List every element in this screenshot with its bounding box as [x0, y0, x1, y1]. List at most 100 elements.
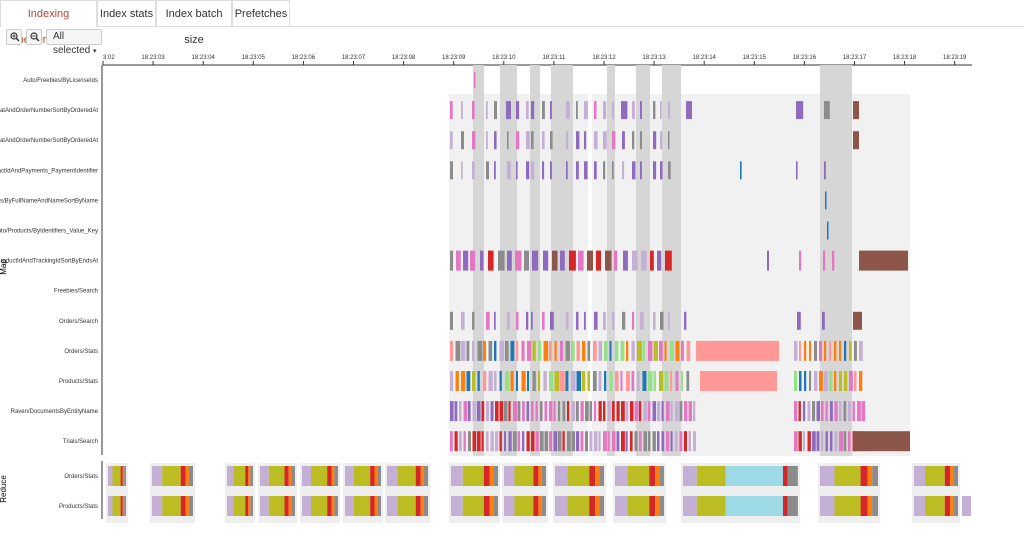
tab-prefetches[interactable]: Prefetches — [232, 0, 290, 26]
lane-11-bar[interactable] — [839, 401, 842, 422]
lane-8-bar[interactable] — [640, 311, 644, 330]
lane-3-bar[interactable] — [740, 161, 742, 180]
lane-9-bar[interactable] — [829, 340, 832, 361]
reduce-lane-0-bar[interactable] — [291, 466, 296, 486]
reduce-lane-0-bar[interactable] — [834, 466, 861, 486]
lane-10-bar[interactable] — [560, 371, 565, 391]
reduce-lane-0-bar[interactable] — [659, 466, 664, 486]
lane-6-bar[interactable] — [488, 250, 494, 271]
lane-8-bar[interactable] — [550, 311, 554, 330]
lane-6-bar[interactable] — [657, 250, 662, 271]
lane-9-bar[interactable] — [499, 340, 505, 361]
lane-12-bar[interactable] — [544, 431, 549, 452]
lane-12-bar[interactable] — [459, 431, 462, 452]
reduce-lane-0-bar[interactable] — [180, 466, 186, 486]
lane-6-bar[interactable] — [515, 250, 522, 271]
lane-9-bar[interactable] — [696, 340, 779, 361]
lane-10-bar[interactable] — [532, 371, 536, 391]
lane-10-bar[interactable] — [543, 371, 547, 391]
lane-12-bar[interactable] — [495, 431, 499, 452]
lane-9-bar[interactable] — [598, 340, 603, 361]
lane-12-bar[interactable] — [607, 431, 610, 452]
lane-10-bar[interactable] — [450, 371, 454, 391]
lane-11-bar[interactable] — [468, 401, 471, 422]
lane-2-bar[interactable] — [584, 131, 587, 150]
reduce-lane-0-bar[interactable] — [683, 466, 697, 486]
lane-12-bar[interactable] — [625, 431, 628, 452]
lane-2-bar[interactable] — [542, 131, 545, 150]
reduce-lane-1-bar[interactable] — [112, 496, 121, 516]
lane-6-bar[interactable] — [767, 250, 769, 271]
lane-12-bar[interactable] — [567, 431, 571, 452]
lane-12-bar[interactable] — [848, 431, 851, 452]
lane-11-bar[interactable] — [616, 401, 620, 422]
reduce-lane-1-bar[interactable] — [504, 496, 515, 516]
lane-10-bar[interactable] — [686, 371, 690, 391]
lane-12-bar[interactable] — [463, 431, 466, 452]
lane-10-bar[interactable] — [670, 371, 673, 391]
reduce-lane-1-bar[interactable] — [659, 496, 664, 516]
reduce-lane-0-bar[interactable] — [541, 466, 546, 486]
lane-12-bar[interactable] — [688, 431, 692, 452]
reduce-lane-0-bar[interactable] — [268, 466, 285, 486]
reduce-lane-1-bar[interactable] — [627, 496, 650, 516]
lane-12-bar[interactable] — [839, 431, 843, 452]
lane-11-bar[interactable] — [540, 401, 543, 422]
lane-10-bar[interactable] — [516, 371, 518, 391]
lane-9-bar[interactable] — [849, 340, 852, 361]
lane-8-bar[interactable] — [516, 311, 519, 330]
lane-6-bar[interactable] — [532, 250, 539, 271]
lane-9-bar[interactable] — [565, 340, 570, 361]
reduce-lane-1-bar[interactable] — [541, 496, 546, 516]
reduce-lane-0-bar[interactable] — [108, 466, 113, 486]
lane-9-bar[interactable] — [631, 340, 635, 361]
reduce-lane-1-bar[interactable] — [783, 496, 788, 516]
lane-9-bar[interactable] — [505, 340, 509, 361]
reduce-lane-0-bar[interactable] — [649, 466, 656, 486]
reduce-lane-1-bar[interactable] — [514, 496, 534, 516]
lane-10-bar[interactable] — [466, 371, 471, 391]
lane-8-bar[interactable] — [653, 311, 656, 330]
lane-1-bar[interactable] — [506, 101, 511, 120]
lane-10-bar[interactable] — [859, 371, 863, 391]
lane-1-bar[interactable] — [550, 101, 552, 120]
reduce-lane-1-bar[interactable] — [595, 496, 600, 516]
lane-12-bar[interactable] — [585, 431, 588, 452]
lane-12-bar[interactable] — [670, 431, 673, 452]
lane-1-bar[interactable] — [566, 101, 570, 120]
lane-11-bar[interactable] — [643, 401, 648, 422]
reduce-lane-1-bar[interactable] — [245, 496, 249, 516]
lane-12-bar[interactable] — [803, 431, 806, 452]
lane-11-bar[interactable] — [589, 401, 593, 422]
lane-12-bar[interactable] — [562, 431, 565, 452]
reduce-lane-1-bar[interactable] — [615, 496, 628, 516]
tab-index-stats[interactable]: Index stats — [97, 0, 156, 26]
lane-10-bar[interactable] — [809, 371, 812, 391]
lane-2-bar[interactable] — [507, 131, 509, 150]
reduce-lane-1-bar[interactable] — [188, 496, 193, 516]
reduce-lane-0-bar[interactable] — [504, 466, 515, 486]
lane-10-bar[interactable] — [527, 371, 530, 391]
lane-11-bar[interactable] — [553, 401, 556, 422]
lane-9-bar[interactable] — [834, 340, 837, 361]
reduce-lane-1-bar[interactable] — [331, 496, 335, 516]
lane-11-bar[interactable] — [670, 401, 673, 422]
lane-10-bar[interactable] — [824, 371, 828, 391]
lane-9-bar[interactable] — [571, 340, 575, 361]
lane-12-bar[interactable] — [821, 431, 824, 452]
lane-9-bar[interactable] — [576, 340, 580, 361]
lane-11-bar[interactable] — [634, 401, 639, 422]
lane-9-bar[interactable] — [859, 340, 863, 361]
lane-11-bar[interactable] — [526, 401, 530, 422]
reduce-lane-1-bar[interactable] — [250, 496, 253, 516]
lane-1-bar[interactable] — [621, 101, 628, 120]
lane-8-bar[interactable] — [853, 311, 862, 330]
lane-3-bar[interactable] — [486, 161, 489, 180]
lane-2-bar[interactable] — [853, 131, 859, 150]
lane-11-bar[interactable] — [585, 401, 589, 422]
lane-12-bar[interactable] — [531, 431, 535, 452]
reduce-lane-0-bar[interactable] — [188, 466, 193, 486]
lane-10-bar[interactable] — [598, 371, 602, 391]
lane-12-bar[interactable] — [598, 431, 601, 452]
lane-1-bar[interactable] — [612, 101, 614, 120]
